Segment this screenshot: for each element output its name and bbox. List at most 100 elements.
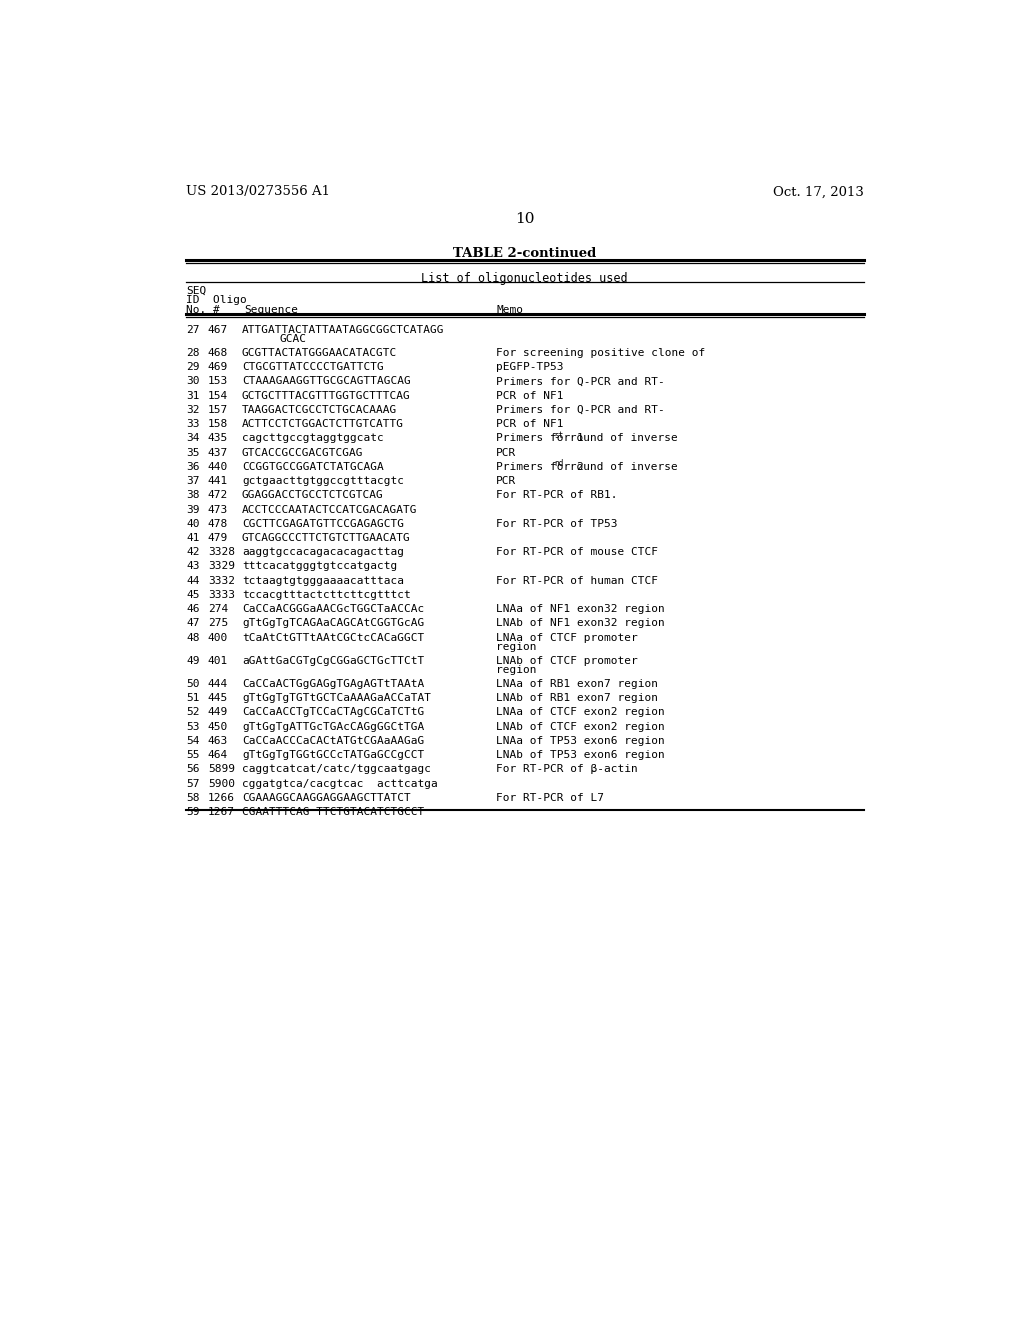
Text: round of inverse: round of inverse [563, 462, 678, 471]
Text: TABLE 2-continued: TABLE 2-continued [454, 247, 596, 260]
Text: 5899: 5899 [208, 764, 234, 775]
Text: 34: 34 [186, 433, 200, 444]
Text: 29: 29 [186, 362, 200, 372]
Text: 36: 36 [186, 462, 200, 471]
Text: 1266: 1266 [208, 793, 234, 803]
Text: PCR: PCR [496, 477, 516, 486]
Text: cagcttgccgtaggtggcatc: cagcttgccgtaggtggcatc [242, 433, 384, 444]
Text: 59: 59 [186, 807, 200, 817]
Text: 28: 28 [186, 348, 200, 358]
Text: 5900: 5900 [208, 779, 234, 788]
Text: 50: 50 [186, 678, 200, 689]
Text: PCR of NF1: PCR of NF1 [496, 391, 563, 400]
Text: 274: 274 [208, 605, 228, 614]
Text: Primers for Q-PCR and RT-: Primers for Q-PCR and RT- [496, 405, 665, 414]
Text: tCaAtCtGTTtAAtCGCtcCACaGGCT: tCaAtCtGTTtAAtCGCtcCACaGGCT [242, 632, 424, 643]
Text: gTtGgTgTGGtGCCcTATGaGCCgCCT: gTtGgTgTGGtGCCcTATGaGCCgCCT [242, 750, 424, 760]
Text: 464: 464 [208, 750, 228, 760]
Text: SEQ: SEQ [186, 286, 207, 296]
Text: Primers for 1: Primers for 1 [496, 433, 584, 444]
Text: 435: 435 [208, 433, 228, 444]
Text: 44: 44 [186, 576, 200, 586]
Text: 39: 39 [186, 504, 200, 515]
Text: tccacgtttactcttcttcgtttct: tccacgtttactcttcttcgtttct [242, 590, 411, 601]
Text: 31: 31 [186, 391, 200, 400]
Text: Primers for 2: Primers for 2 [496, 462, 584, 471]
Text: 30: 30 [186, 376, 200, 387]
Text: 51: 51 [186, 693, 200, 704]
Text: 54: 54 [186, 737, 200, 746]
Text: For RT-PCR of TP53: For RT-PCR of TP53 [496, 519, 617, 529]
Text: 401: 401 [208, 656, 228, 665]
Text: 48: 48 [186, 632, 200, 643]
Text: 33: 33 [186, 418, 200, 429]
Text: 440: 440 [208, 462, 228, 471]
Text: aGAttGaCGTgCgCGGaGCTGcTTCtT: aGAttGaCGTgCgCGGaGCTGcTTCtT [242, 656, 424, 665]
Text: nd: nd [555, 459, 564, 469]
Text: 38: 38 [186, 490, 200, 500]
Text: For RT-PCR of L7: For RT-PCR of L7 [496, 793, 604, 803]
Text: 57: 57 [186, 779, 200, 788]
Text: 46: 46 [186, 605, 200, 614]
Text: 478: 478 [208, 519, 228, 529]
Text: 463: 463 [208, 737, 228, 746]
Text: 153: 153 [208, 376, 228, 387]
Text: 157: 157 [208, 405, 228, 414]
Text: 41: 41 [186, 533, 200, 543]
Text: cggatgtca/cacgtcac  acttcatga: cggatgtca/cacgtcac acttcatga [242, 779, 437, 788]
Text: LNAb of CTCF exon2 region: LNAb of CTCF exon2 region [496, 722, 665, 731]
Text: 27: 27 [186, 325, 200, 335]
Text: 467: 467 [208, 325, 228, 335]
Text: 43: 43 [186, 561, 200, 572]
Text: aaggtgccacagacacagacttag: aaggtgccacagacacagacttag [242, 548, 403, 557]
Text: 275: 275 [208, 619, 228, 628]
Text: 35: 35 [186, 447, 200, 458]
Text: caggtcatcat/catc/tggcaatgagc: caggtcatcat/catc/tggcaatgagc [242, 764, 431, 775]
Text: 32: 32 [186, 405, 200, 414]
Text: 40: 40 [186, 519, 200, 529]
Text: tttcacatgggtgtccatgactg: tttcacatgggtgtccatgactg [242, 561, 397, 572]
Text: CaCCaACTGgGAGgTGAgAGTtTAAtA: CaCCaACTGgGAGgTGAgAGTtTAAtA [242, 678, 424, 689]
Text: 154: 154 [208, 391, 228, 400]
Text: ATTGATTACTATTAATAGGCGGCTCATAGG: ATTGATTACTATTAATAGGCGGCTCATAGG [242, 325, 444, 335]
Text: LNAb of TP53 exon6 region: LNAb of TP53 exon6 region [496, 750, 665, 760]
Text: For RT-PCR of human CTCF: For RT-PCR of human CTCF [496, 576, 658, 586]
Text: 449: 449 [208, 708, 228, 717]
Text: TAAGGACTCGCCTCTGCACAAAG: TAAGGACTCGCCTCTGCACAAAG [242, 405, 397, 414]
Text: 10: 10 [515, 213, 535, 226]
Text: 3333: 3333 [208, 590, 234, 601]
Text: 49: 49 [186, 656, 200, 665]
Text: tctaagtgtgggaaaacatttaca: tctaagtgtgggaaaacatttaca [242, 576, 403, 586]
Text: 441: 441 [208, 477, 228, 486]
Text: 472: 472 [208, 490, 228, 500]
Text: 437: 437 [208, 447, 228, 458]
Text: 55: 55 [186, 750, 200, 760]
Text: For RT-PCR of RB1.: For RT-PCR of RB1. [496, 490, 617, 500]
Text: 1267: 1267 [208, 807, 234, 817]
Text: Primers for Q-PCR and RT-: Primers for Q-PCR and RT- [496, 376, 665, 387]
Text: 158: 158 [208, 418, 228, 429]
Text: ACCTCCCAATACTCCATCGACAGATG: ACCTCCCAATACTCCATCGACAGATG [242, 504, 418, 515]
Text: 58: 58 [186, 793, 200, 803]
Text: region: region [496, 642, 537, 652]
Text: 45: 45 [186, 590, 200, 601]
Text: 444: 444 [208, 678, 228, 689]
Text: 473: 473 [208, 504, 228, 515]
Text: 3329: 3329 [208, 561, 234, 572]
Text: 42: 42 [186, 548, 200, 557]
Text: GCGTTACTATGGGAACATACGTC: GCGTTACTATGGGAACATACGTC [242, 348, 397, 358]
Text: US 2013/0273556 A1: US 2013/0273556 A1 [186, 185, 330, 198]
Text: round of inverse: round of inverse [563, 433, 678, 444]
Text: GTCACCGCCGACGTCGAG: GTCACCGCCGACGTCGAG [242, 447, 364, 458]
Text: PCR of NF1: PCR of NF1 [496, 418, 563, 429]
Text: 400: 400 [208, 632, 228, 643]
Text: ACTTCCTCTGGACTCTTGTCATTG: ACTTCCTCTGGACTCTTGTCATTG [242, 418, 403, 429]
Text: pEGFP-TP53: pEGFP-TP53 [496, 362, 563, 372]
Text: gctgaacttgtggccgtttacgtc: gctgaacttgtggccgtttacgtc [242, 477, 403, 486]
Text: Memo: Memo [496, 305, 523, 314]
Text: 469: 469 [208, 362, 228, 372]
Text: 37: 37 [186, 477, 200, 486]
Text: GCTGCTTTACGTTTGGTGCTTTCAG: GCTGCTTTACGTTTGGTGCTTTCAG [242, 391, 411, 400]
Text: 450: 450 [208, 722, 228, 731]
Text: 56: 56 [186, 764, 200, 775]
